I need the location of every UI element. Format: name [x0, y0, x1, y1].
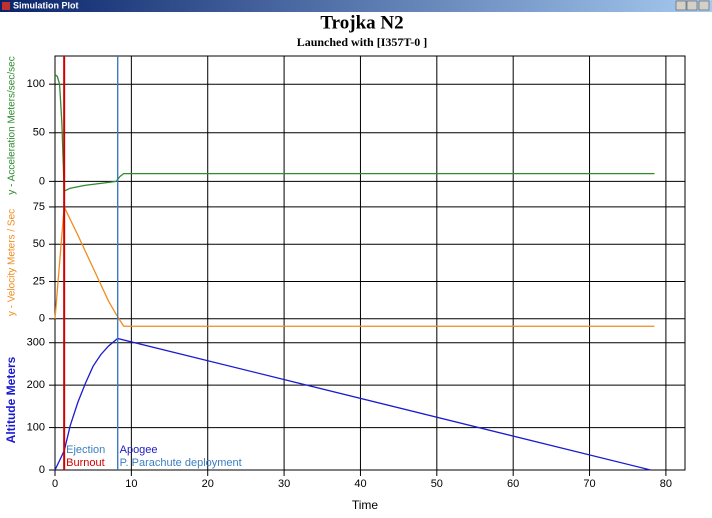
chart-title: Trojka N2 — [320, 12, 403, 33]
y-tick-label: 0 — [39, 313, 45, 325]
minimize-button[interactable] — [675, 0, 687, 11]
event-label: Ejection — [66, 444, 105, 456]
window-buttons[interactable] — [675, 0, 710, 11]
data-line — [54, 204, 655, 327]
data-line — [54, 73, 655, 193]
y-tick-label: 100 — [27, 78, 45, 90]
x-axis-label: Time — [352, 498, 379, 512]
x-tick-label: 10 — [125, 478, 137, 490]
title-bar — [0, 0, 712, 12]
event-label: P. Parachute deployment — [120, 457, 242, 469]
event-label: Burnout — [66, 457, 105, 469]
plot-area — [54, 55, 686, 471]
x-tick-label: 60 — [507, 478, 519, 490]
app-icon — [2, 2, 10, 10]
y-tick-label: 75 — [33, 201, 45, 213]
y-tick-label: 0 — [39, 175, 45, 187]
y-tick-label: 50 — [33, 127, 45, 139]
y-tick-label: 0 — [39, 464, 45, 476]
y-tick-label: 300 — [27, 337, 45, 349]
y-tick-label: 200 — [27, 379, 45, 391]
x-tick-label: 70 — [583, 478, 595, 490]
y-tick-label: 25 — [33, 275, 45, 287]
x-tick-label: 20 — [202, 478, 214, 490]
event-label: Apogee — [120, 444, 158, 456]
x-tick-label: 0 — [52, 478, 58, 490]
window-title: Simulation Plot — [13, 0, 79, 10]
x-tick-label: 80 — [660, 478, 672, 490]
data-line — [54, 337, 651, 471]
x-tick-label: 50 — [431, 478, 443, 490]
y-axis-label: Altitude Meters — [4, 356, 18, 443]
y-tick-label: 50 — [33, 238, 45, 250]
y-tick-label: 100 — [27, 421, 45, 433]
restore-button[interactable] — [686, 0, 698, 11]
chart-subtitle: Launched with [I357T-0 ] — [297, 35, 428, 49]
x-tick-label: 40 — [354, 478, 366, 490]
y-axis-label: y - Acceleration Meters/sec/sec — [7, 56, 18, 194]
close-button[interactable] — [698, 0, 710, 11]
x-tick-label: 30 — [278, 478, 290, 490]
y-axis-label: y - Velocity Meters / Sec — [7, 209, 18, 316]
